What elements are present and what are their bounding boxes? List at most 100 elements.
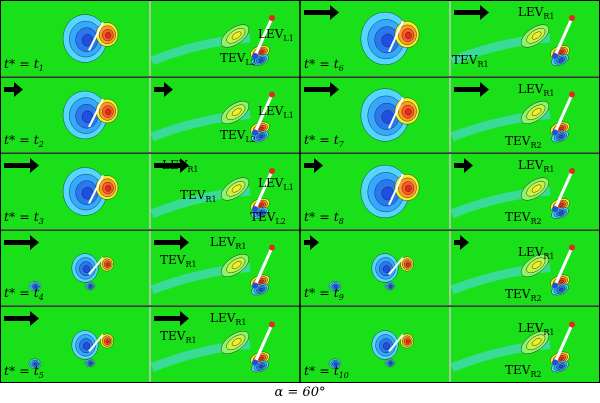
vortex-contour: [558, 58, 564, 62]
leading-edge-vortex-core: [269, 321, 275, 328]
panel-r4-c3: [304, 235, 414, 292]
wing-plate: [253, 17, 274, 57]
vortex-label-base: LEV: [210, 311, 236, 325]
vortex-contour: [231, 338, 242, 346]
vortex-label: LEVL1: [258, 104, 294, 120]
vortex-contour: [105, 339, 110, 344]
leading-edge-vortex-core: [569, 15, 575, 21]
time-label-base: t* = t: [4, 363, 40, 378]
vortex-contour: [558, 126, 564, 131]
wing-plate: [553, 17, 574, 57]
vortex-label: TEVR2: [505, 287, 542, 303]
vortex-label-base: LEV: [518, 158, 544, 172]
panel-r3-c4: LEVR1 TEVR2: [450, 158, 575, 226]
trailing-edge-vortex-core: [552, 129, 558, 136]
panel-r5-c3: [328, 330, 414, 369]
time-label-sub: 2: [38, 140, 44, 149]
vortex-label-base: LEV: [518, 82, 544, 96]
trailing-edge-vortex-core: [252, 359, 258, 366]
leading-edge-vortex-core: [569, 91, 575, 98]
motion-arrow-shaft: [154, 316, 180, 321]
vortex-contour: [258, 126, 264, 131]
vortex-contour: [231, 261, 242, 269]
vortex-label-sub: L1: [283, 183, 293, 192]
vortex-contour: [258, 287, 264, 292]
vortex-label-base: TEV: [505, 287, 531, 301]
vortex-label-base: TEV: [505, 363, 531, 377]
vortex-contour: [531, 184, 542, 193]
time-label-sub: 1: [39, 64, 44, 73]
motion-arrow-head: [460, 235, 469, 250]
vortex-contour: [105, 32, 112, 39]
wing-plate: [88, 256, 104, 276]
motion-arrow-shaft: [154, 240, 180, 245]
trailing-edge-vortex-core: [252, 282, 258, 289]
wing-plate: [253, 323, 274, 364]
vortex-label: TEVR2: [505, 134, 542, 150]
vortex-contour: [258, 50, 264, 54]
motion-arrow-head: [30, 158, 39, 173]
time-label-base: t* = t: [4, 56, 40, 71]
vortex-label-sub: R2: [530, 370, 541, 379]
vortex-contour: [558, 50, 564, 54]
vortex-contour: [531, 108, 542, 116]
vortex-label: TEVL2: [250, 210, 286, 226]
vortex-label-sub: R1: [205, 195, 216, 204]
motion-arrow-head: [314, 158, 323, 173]
wing-plate: [553, 93, 574, 134]
vortex-label-sub: L1: [283, 111, 293, 120]
vortex-label: TEVR1: [160, 253, 197, 269]
time-label: t* = t4: [4, 285, 44, 302]
wing-plate: [253, 246, 274, 287]
vortex-label-base: LEV: [518, 5, 544, 19]
figure-caption: α = 60°: [274, 385, 326, 400]
motion-arrow-head: [330, 82, 339, 97]
vortex-label: LEVR1: [518, 82, 555, 98]
vortex-label: TEVR2: [505, 210, 542, 226]
panel-r3-c3: [304, 158, 420, 219]
vortex-contour: [531, 338, 542, 346]
vortex-contour: [89, 285, 93, 288]
vortex-label-sub: R2: [530, 141, 541, 150]
vortex-contour: [105, 185, 112, 192]
panel-r2-c1: [4, 82, 119, 140]
time-label-sub: 9: [339, 293, 344, 302]
motion-arrow-shaft: [4, 163, 30, 168]
panel-r1-c3: [304, 5, 420, 66]
vortex-label-base: TEV: [250, 210, 276, 224]
trailing-edge-vortex-core: [552, 53, 558, 59]
panel-r3-c1: [4, 158, 119, 216]
time-label-sub: 7: [339, 140, 345, 149]
motion-arrow-head: [480, 82, 489, 97]
panel-r5-c1: [4, 311, 114, 369]
vortex-label-sub: R1: [235, 242, 246, 251]
vortex-contour: [558, 134, 564, 139]
motion-arrow-shaft: [4, 240, 30, 245]
time-label-sub: 3: [39, 217, 44, 226]
panel-r4-c4: LEVR1 TEVR2: [450, 235, 575, 303]
time-label: t* = t2: [4, 132, 44, 149]
motion-arrow-head: [164, 82, 173, 97]
vortex-contour: [258, 211, 264, 215]
vortex-label-sub: L1: [283, 34, 293, 43]
trailing-edge-vortex-core: [252, 206, 258, 212]
motion-arrow-shaft: [454, 10, 480, 15]
vortex-label-base: LEV: [518, 245, 544, 259]
wing-plate: [88, 333, 104, 353]
wing-plate: [88, 98, 104, 128]
time-label-base: t* = t: [304, 285, 340, 300]
motion-arrow-head: [330, 5, 339, 20]
trailing-edge-vortex-core: [552, 359, 558, 366]
vortex-label-base: LEV: [258, 27, 284, 41]
vortex-contour: [382, 342, 390, 350]
motion-arrow-shaft: [454, 163, 464, 168]
vortex-contour: [558, 364, 564, 369]
leading-edge-vortex-core: [269, 168, 275, 174]
vortex-contour: [258, 203, 264, 207]
vortex-label: TEVL2: [220, 51, 256, 67]
vortex-label-sub: R1: [543, 89, 554, 98]
vortex-contour: [405, 31, 412, 39]
